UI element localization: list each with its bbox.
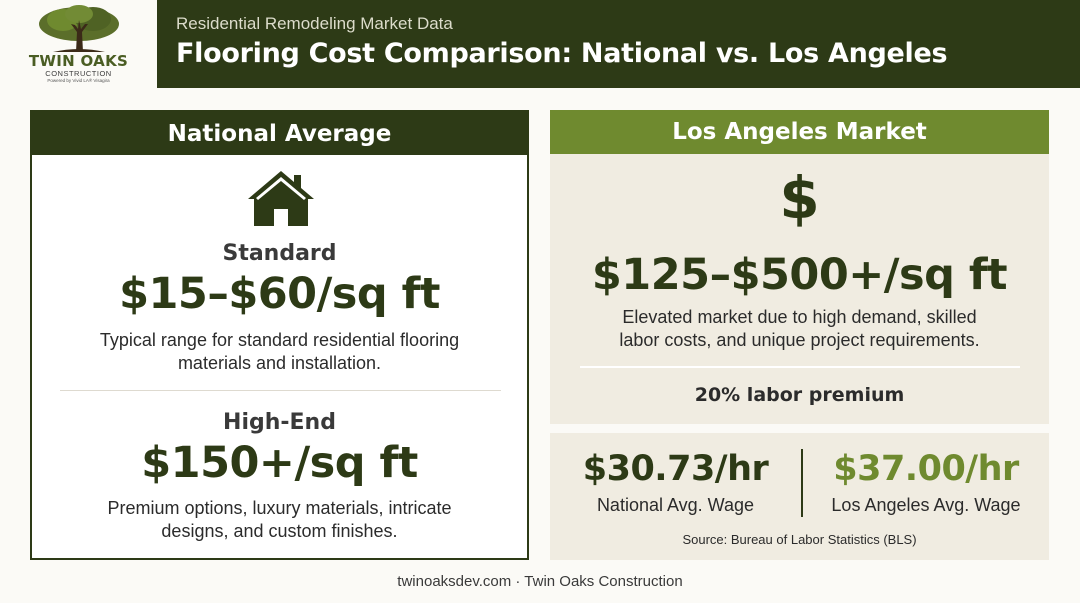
labor-premium: 20% labor premium [694,384,905,406]
la-wage-label: Los Angeles Avg. Wage [831,495,1021,515]
divider [60,390,501,391]
data-source: Source: Bureau of Labor Statistics (BLS) [682,532,917,547]
footer: twinoaksdev.com · Twin Oaks Construction [397,573,683,590]
national-wage-value: $30.73/hr [582,449,769,489]
logo-name: TWIN OAKS [28,52,129,70]
standard-desc-line1: Typical range for standard residential f… [99,330,460,350]
company-logo: TWIN OAKS CONSTRUCTION Powered by Vivid … [0,0,157,88]
highend-desc-line2: designs, and custom finishes. [161,521,398,541]
los-angeles-card: Los Angeles Market $ $125–$500+/sq ft El… [550,110,1049,424]
highend-label: High-End [223,410,336,435]
dollar-icon: $ [779,164,820,232]
highend-desc-line1: Premium options, luxury materials, intri… [107,498,452,518]
national-average-card: National Average Standard $15–$60/sq ft … [30,110,529,560]
highend-price: $150+/sq ft [141,438,418,488]
la-card-heading: Los Angeles Market [550,110,1049,154]
la-wage-value: $37.00/hr [833,449,1019,489]
house-icon [248,171,314,226]
national-card-heading: National Average [32,112,527,155]
la-description: Elevated market due to high demand, skil… [550,306,1049,352]
la-desc-line1: Elevated market due to high demand, skil… [622,307,977,327]
page-title: Flooring Cost Comparison: National vs. L… [176,38,948,69]
la-wage: $37.00/hr Los Angeles Avg. Wage [803,447,1049,517]
national-wage: $30.73/hr National Avg. Wage [550,447,801,517]
national-wage-label: National Avg. Wage [596,495,755,515]
logo-tagline: Powered by Vivid LA® Visagira [47,78,110,83]
wage-comparison: $30.73/hr National Avg. Wage $37.00/hr L… [550,433,1049,560]
header-eyebrow: Residential Remodeling Market Data [176,14,453,33]
standard-desc-line2: materials and installation. [177,353,382,373]
wage-separator [801,449,803,517]
la-desc-line2: labor costs, and unique project requirem… [619,330,980,350]
highend-description: Premium options, luxury materials, intri… [32,497,527,543]
divider [580,366,1020,368]
standard-price: $15–$60/sq ft [119,269,440,319]
oak-tree-icon [38,5,119,52]
standard-description: Typical range for standard residential f… [32,329,527,375]
standard-label: Standard [222,241,337,266]
header-bar: Residential Remodeling Market Data Floor… [157,0,1080,88]
logo-subtitle: CONSTRUCTION [45,69,112,78]
la-price: $125–$500+/sq ft [591,250,1008,300]
